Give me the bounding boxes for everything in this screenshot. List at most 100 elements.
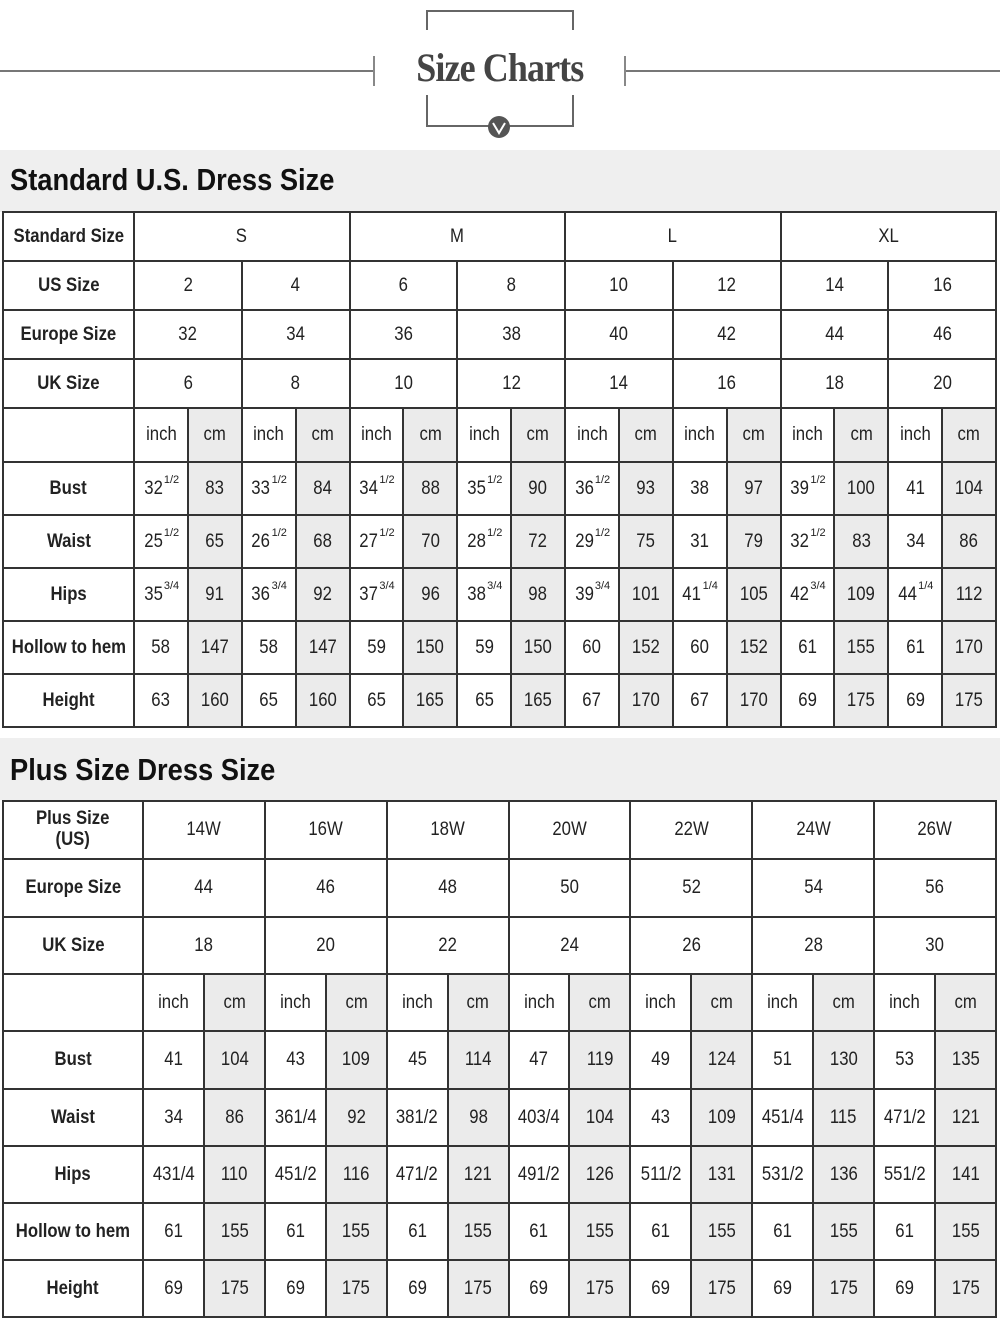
value-inch: 65 [348,673,405,728]
size-value-text: 30 [925,934,945,956]
unit-cm-text: cm [588,991,612,1013]
value-inch: 291/2 [564,514,620,569]
unit-cm-text: cm [419,424,442,445]
size-value-text: 24 [560,934,579,956]
unit-cm: cm [812,973,876,1032]
value-cm: 116 [324,1145,388,1204]
value-inch-text: 69 [286,1277,305,1299]
value-inch: 41 [887,461,944,516]
value-inch-text: 403/4 [518,1106,560,1128]
value-cm-text: 165 [524,689,553,711]
value-inch: 59 [456,620,513,675]
value-cm-text: 150 [416,636,445,658]
value-cm-text: 86 [959,530,979,552]
value-cm-text: 116 [342,1163,370,1185]
size-value: 12 [456,358,566,409]
value-inch: 423/4 [779,567,836,622]
standard-heading-band: Standard U.S. Dress Size [0,150,1000,212]
measure-label-text: Height [42,689,95,711]
size-header-text: 24W [795,819,831,840]
value-cm-text: 155 [847,636,876,658]
size-value: 8 [240,358,351,409]
value-inch: 441/4 [887,567,944,622]
value-cm: 83 [186,461,243,516]
plus-size-table: Plus Size (US) 14W 16W 18W 20W 22W 24W 26W Europ… [2,800,998,1318]
size-value-text: 22 [438,934,457,956]
value-cm: 150 [510,620,566,675]
value-cm: 136 [812,1145,876,1204]
value-inch-text: 69 [164,1277,183,1299]
value-cm: 126 [568,1145,632,1204]
value-inch-text: 35 [143,583,163,605]
value-cm-text: 152 [739,636,768,658]
size-value: 4 [240,260,351,311]
value-inch: 281/2 [456,514,513,569]
value-inch-text: 45 [407,1049,427,1070]
value-inch-text: 41 [682,583,702,605]
size-value-text: 50 [560,877,579,898]
value-inch-text: 49 [651,1049,671,1070]
unit-inch: inch [873,973,936,1032]
unit-cm-text: cm [203,424,226,445]
measure-label: Height [2,1259,144,1318]
value-inch-text: 39 [790,477,810,499]
measure-label-text: Bust [49,477,88,499]
value-cm: 105 [725,567,782,622]
value-cm-text: 96 [421,583,440,605]
size-value: 34 [240,309,351,360]
value-inch: 391/2 [779,461,836,516]
measure-label-text: Hollow to hem [15,1220,131,1242]
unit-cm: cm [568,973,632,1032]
fraction: 1/2 [271,526,287,539]
value-cm-text: 121 [951,1106,980,1128]
value-inch: 69 [629,1259,693,1318]
measure-label-text: Waist [46,530,91,552]
unit-inch-text: inch [279,991,311,1013]
size-header: L [564,211,782,262]
value-inch: 321/2 [779,514,836,569]
value-cm-text: 136 [829,1163,858,1185]
value-inch-text: 61 [529,1220,549,1242]
value-inch-text: 42 [790,583,810,605]
value-cm: 152 [617,620,674,675]
value-cm: 175 [933,1259,998,1318]
value-inch-text: 53 [895,1049,914,1070]
size-value: 28 [751,916,876,975]
measure-label-text: Hips [50,583,87,605]
unit-cm-text: cm [526,424,550,445]
row-label: Europe Size [2,858,144,918]
value-cm-text: 91 [205,583,225,605]
value-inch: 351/2 [456,461,513,516]
value-cm: 147 [294,620,351,675]
unit-inch: inch [142,973,205,1032]
value-inch: 251/2 [133,514,189,569]
size-value-text: 14 [609,372,629,394]
value-inch: 58 [240,620,297,675]
fraction: 1/2 [163,526,180,539]
value-inch-text: 31 [690,530,709,552]
table-row: UK Size 6 8 10 12 14 16 18 20 [2,358,997,409]
value-inch-text: 58 [151,636,171,658]
unit-inch: inch [263,973,327,1032]
size-value: 8 [456,260,566,311]
value-cm-text: 175 [951,1277,980,1299]
table-row: US Size 2 4 6 8 10 12 14 16 [2,260,997,311]
header-tick-left [373,56,375,86]
value-inch-text: 61 [895,1220,914,1242]
value-inch: 60 [564,620,620,675]
value-cm-text: 175 [464,1277,493,1299]
header-tick-right [624,56,626,86]
value-cm: 175 [324,1259,388,1318]
value-inch-text: 69 [407,1277,427,1299]
value-inch-text: 65 [259,689,278,711]
size-header: 14W [142,800,266,860]
value-cm-text: 90 [528,477,548,499]
value-inch-text: 61 [286,1220,305,1242]
measure-label: Bust [2,461,135,516]
value-inch-text: 451/4 [761,1106,804,1128]
value-cm: 175 [446,1259,510,1318]
measure-label: Hollow to hem [2,1202,144,1261]
value-cm-text: 160 [200,689,229,711]
value-inch: 67 [564,673,620,728]
row-label-text: Europe Size [25,877,121,898]
